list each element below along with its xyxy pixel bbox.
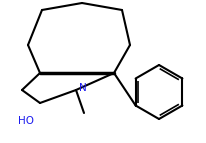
- Text: N: N: [79, 83, 87, 93]
- Text: HO: HO: [18, 116, 34, 126]
